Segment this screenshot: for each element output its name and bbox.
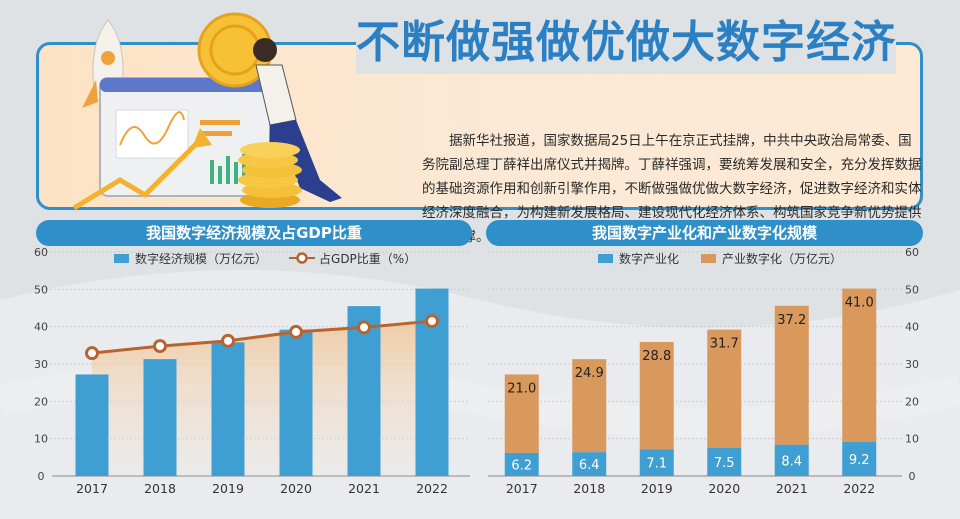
data-label-digital-industrialization: 7.1 xyxy=(646,457,667,472)
bar-digital-industrialization xyxy=(504,452,539,476)
y-tick-label: 10 xyxy=(34,433,48,446)
y-tick-label: 20 xyxy=(905,395,919,408)
legend-item-gdp-share: 占GDP比重（%） xyxy=(289,250,416,267)
x-tick-label: 2020 xyxy=(708,481,740,496)
y-tick-label: 10 xyxy=(905,433,919,446)
bar-digital-economy xyxy=(211,342,245,476)
data-label-industrial-digitalization: 37.2 xyxy=(777,313,806,328)
x-tick-label: 2019 xyxy=(212,481,244,496)
dashboard-panel-icon xyxy=(99,77,271,197)
gdp-share-point xyxy=(153,339,167,354)
x-tick-label: 2018 xyxy=(573,481,605,496)
coin-stack-icon xyxy=(238,142,302,208)
legend-item-digital-economy: 数字经济规模（万亿元） xyxy=(114,250,267,267)
y-tick-label: 20 xyxy=(34,395,48,408)
gdp-share-point xyxy=(289,324,303,339)
person-icon xyxy=(253,38,342,202)
legend-line-marker xyxy=(289,252,316,264)
x-tick-label: 2021 xyxy=(776,481,808,496)
x-tick-label: 2018 xyxy=(144,481,176,496)
y-tick-label: 30 xyxy=(905,358,919,371)
page-title: 不断做强做优做大数字经济 xyxy=(356,12,896,74)
data-label-industrial-digitalization: 28.8 xyxy=(642,349,671,364)
data-label-digital-industrialization: 8.4 xyxy=(781,454,802,469)
growth-arrow-icon xyxy=(72,128,212,211)
legend-swatch-blue xyxy=(598,253,613,263)
left-chart-legend: 数字经济规模（万亿元） 占GDP比重（%） xyxy=(114,250,438,267)
bar-industrial-digitalization xyxy=(842,288,877,442)
legend-swatch-orange xyxy=(701,253,717,263)
legend-label: 占GDP比重（%） xyxy=(319,251,417,266)
data-label-digital-industrialization: 7.5 xyxy=(714,456,735,471)
right-chart-title: 我国数字产业化和产业数字化规模 xyxy=(486,220,923,246)
bar-digital-industrialization xyxy=(774,444,809,476)
bar-industrial-digitalization xyxy=(504,374,539,453)
legend-item-digital-industrialization: 数字产业化 xyxy=(598,250,679,267)
x-tick-label: 2017 xyxy=(506,481,538,496)
bar-digital-industrialization xyxy=(639,449,674,476)
legend-swatch-blue xyxy=(114,253,129,263)
bar-digital-economy xyxy=(279,329,313,476)
right-chart-legend: 数字产业化 产业数字化（万亿元） xyxy=(598,250,864,267)
y-tick-label: 40 xyxy=(905,321,919,334)
y-tick-label: 30 xyxy=(34,358,48,371)
y-tick-label: 60 xyxy=(34,246,48,259)
data-label-industrial-digitalization: 41.0 xyxy=(845,296,874,311)
x-tick-label: 2020 xyxy=(280,481,312,496)
bar-digital-industrialization xyxy=(842,441,877,476)
y-tick-label: 50 xyxy=(905,283,919,296)
digital-economy-illustration xyxy=(72,12,342,211)
x-tick-label: 2019 xyxy=(641,481,673,496)
data-label-industrial-digitalization: 31.7 xyxy=(710,337,739,352)
y-tick-label: 60 xyxy=(905,246,919,259)
bar-industrial-digitalization xyxy=(774,305,809,445)
gdp-share-point xyxy=(425,314,439,329)
y-tick-label: 0 xyxy=(38,470,45,483)
bar-industrial-digitalization xyxy=(707,329,742,448)
data-label-industrial-digitalization: 24.9 xyxy=(575,366,604,381)
y-tick-label: 50 xyxy=(34,283,48,296)
data-label-digital-industrialization: 6.2 xyxy=(511,458,532,473)
gdp-share-point xyxy=(357,320,371,335)
legend-label: 数字经济规模（万亿元） xyxy=(135,251,268,266)
bar-digital-economy xyxy=(143,359,177,476)
bar-digital-economy xyxy=(75,374,109,476)
bar-digital-economy xyxy=(347,306,381,476)
legend-label: 产业数字化（万亿元） xyxy=(722,251,843,266)
bar-digital-industrialization xyxy=(707,448,742,476)
data-label-industrial-digitalization: 21.0 xyxy=(507,381,536,396)
bar-digital-industrialization xyxy=(572,452,607,476)
data-label-digital-industrialization: 9.2 xyxy=(849,453,870,468)
x-tick-label: 2022 xyxy=(416,481,448,496)
gdp-share-line xyxy=(91,319,433,355)
gdp-share-point xyxy=(85,346,99,361)
data-label-digital-industrialization: 6.4 xyxy=(579,458,600,473)
left-chart-title: 我国数字经济规模及占GDP比重 xyxy=(36,220,472,246)
y-tick-label: 40 xyxy=(34,321,48,334)
bar-industrial-digitalization xyxy=(572,359,607,453)
y-tick-label: 0 xyxy=(909,470,916,483)
x-tick-label: 2017 xyxy=(76,481,108,496)
x-tick-label: 2021 xyxy=(348,481,380,496)
x-tick-label: 2022 xyxy=(843,481,875,496)
gdp-share-point xyxy=(221,333,235,348)
legend-item-industrial-digitalization: 产业数字化（万亿元） xyxy=(701,250,842,267)
legend-label: 数字产业化 xyxy=(619,251,680,266)
gdp-share-area xyxy=(92,321,432,476)
bar-industrial-digitalization xyxy=(639,341,674,450)
